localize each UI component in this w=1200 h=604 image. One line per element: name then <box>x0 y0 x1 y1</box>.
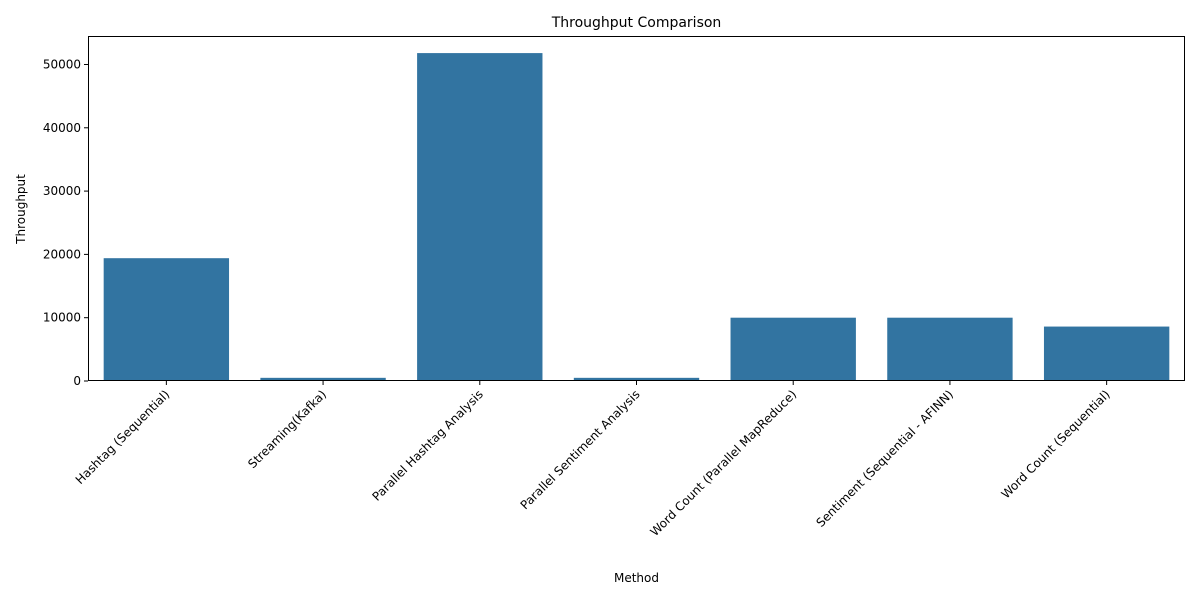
x-tick-label: Sentiment (Sequential - AFINN) <box>813 387 956 530</box>
y-tick-label: 0 <box>73 374 81 388</box>
y-tick-label: 20000 <box>43 247 81 261</box>
bars-layer <box>103 53 1170 382</box>
y-tick-label: 10000 <box>43 311 81 325</box>
y-axis: 0 10000 20000 30000 40000 50000 <box>43 57 88 388</box>
y-tick-label: 40000 <box>43 121 81 135</box>
x-axis-title: Method <box>614 571 659 585</box>
bar <box>103 258 230 381</box>
bar <box>260 377 386 381</box>
y-axis-title: Throughput <box>14 174 28 245</box>
bar <box>573 377 700 381</box>
x-tick-label: Parallel Sentiment Analysis <box>518 387 643 512</box>
x-tick-label: Word Count (Sequential) <box>999 387 1113 501</box>
x-tick-label: Streaming(Kafka) <box>245 387 329 471</box>
x-axis: Hashtag (Sequential) Streaming(Kafka) Para… <box>73 381 1113 539</box>
plot-frame <box>88 36 1185 381</box>
x-tick-label: Word Count (Parallel MapReduce) <box>648 387 800 539</box>
chart-title: Throughput Comparison <box>551 15 722 31</box>
bar <box>417 53 543 382</box>
bar <box>730 317 856 381</box>
bar <box>887 317 1013 381</box>
bar <box>1043 326 1170 381</box>
y-tick-label: 50000 <box>43 57 81 71</box>
x-tick-label: Hashtag (Sequential) <box>73 387 173 487</box>
y-tick-label: 30000 <box>43 184 81 198</box>
x-tick-label: Parallel Hashtag Analysis <box>369 387 485 503</box>
